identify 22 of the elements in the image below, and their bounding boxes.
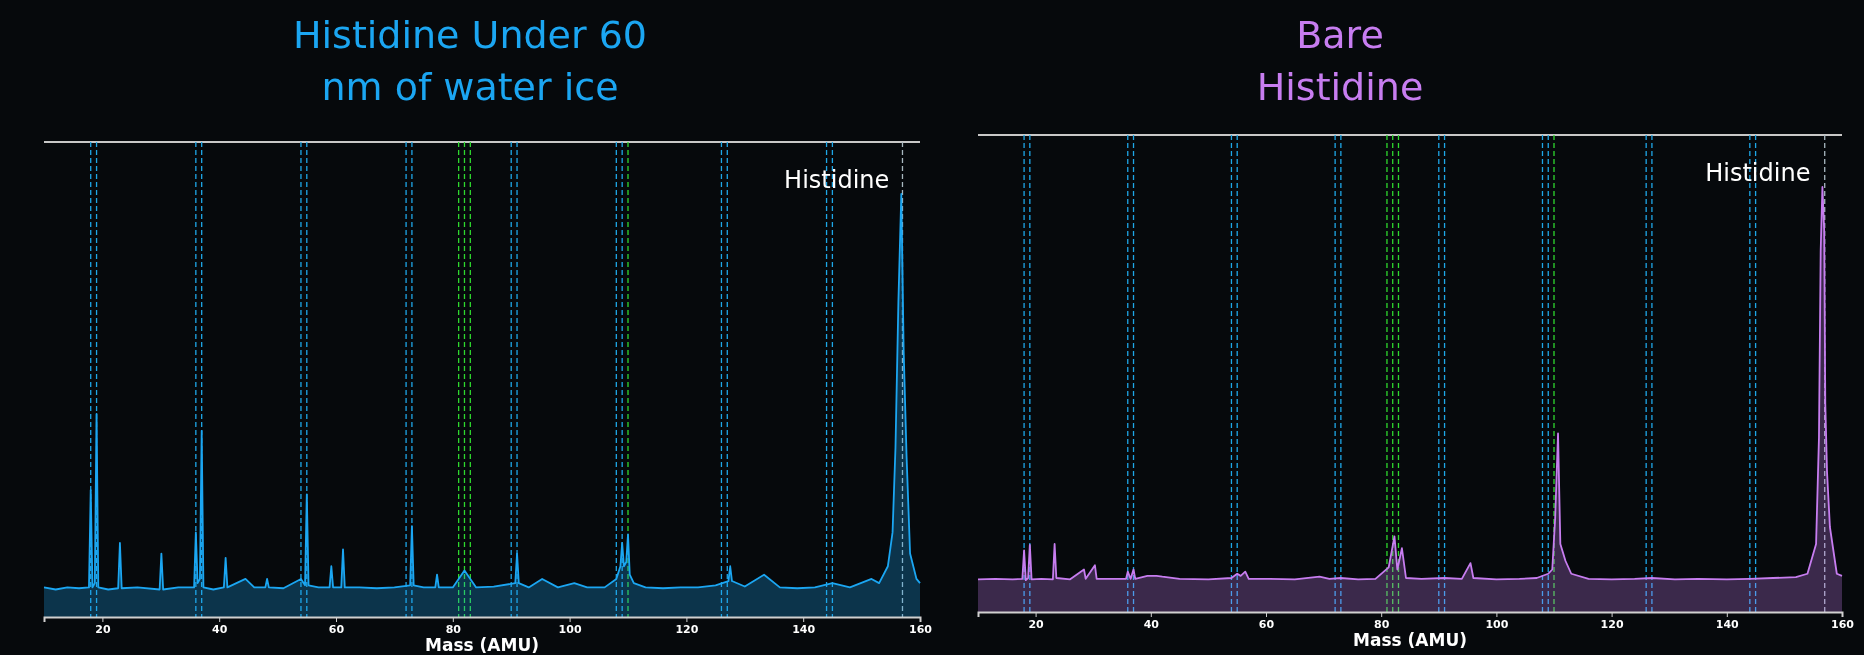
x-tick-label: 160 xyxy=(1831,617,1855,631)
x-tick-label: 100 xyxy=(558,622,582,636)
x-tick-label: 140 xyxy=(792,622,816,636)
x-tick-label: 40 xyxy=(1143,617,1160,631)
x-axis-title: Mass (AMU) xyxy=(1353,630,1467,650)
annotation: Histidine xyxy=(1705,159,1811,187)
x-tick-label: 120 xyxy=(1600,617,1624,631)
x-tick-label: 100 xyxy=(1485,617,1509,631)
x-tick-label: 80 xyxy=(1374,617,1390,631)
x-tick-label: 140 xyxy=(1715,617,1740,631)
chart-title: Histidine Under 60 nm of water ice xyxy=(292,13,648,109)
x-tick-label: 20 xyxy=(95,622,111,636)
x-tick-label: 160 xyxy=(909,622,933,636)
x-tick-label: 40 xyxy=(212,622,228,636)
x-tick-label: 120 xyxy=(675,622,699,636)
x-tick-label: 20 xyxy=(1028,617,1045,631)
x-tick-label: 80 xyxy=(445,622,462,636)
x-tick-label: 60 xyxy=(1258,617,1275,631)
chart-title: Bare Histidine xyxy=(1256,13,1424,109)
x-axis-title: Mass (AMU) xyxy=(425,635,539,655)
annotation: Histidine xyxy=(784,166,890,194)
x-tick-label: 60 xyxy=(328,622,345,636)
